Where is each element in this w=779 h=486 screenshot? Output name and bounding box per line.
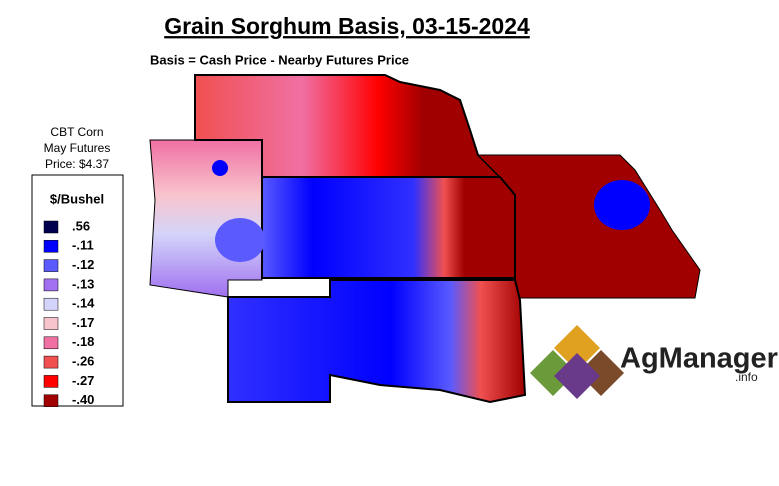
region — [212, 160, 228, 176]
subtitle: Basis = Cash Price - Nearby Futures Pric… — [150, 52, 409, 67]
futures-text: CBT Corn — [50, 125, 103, 139]
legend-label: -.40 — [72, 392, 94, 407]
legend-swatch — [43, 355, 59, 369]
legend-label: -.13 — [72, 276, 94, 291]
legend-label: -.26 — [72, 354, 94, 369]
legend-label: -.11 — [72, 238, 94, 253]
legend-label: -.27 — [72, 373, 94, 388]
logo: AgManager .info — [530, 325, 778, 399]
legend-swatch — [43, 259, 59, 272]
legend-swatch — [43, 375, 59, 388]
map — [149, 74, 701, 404]
missouri-region — [594, 180, 650, 230]
legend-swatch — [43, 220, 59, 234]
legend-title: $/Bushel — [50, 191, 104, 206]
legend-swatch — [43, 394, 59, 407]
kansas — [261, 176, 516, 279]
legend-label: -.12 — [72, 257, 94, 272]
region — [215, 218, 265, 262]
logo-suffix: .info — [735, 370, 758, 384]
legend-label: -.18 — [72, 334, 94, 349]
logo-tile — [554, 353, 600, 399]
nebraska — [194, 74, 503, 178]
futures-text: May Futures — [44, 141, 111, 155]
legend-swatch — [43, 240, 59, 253]
logo-name: AgManager — [620, 343, 778, 375]
legend-label: -.14 — [72, 296, 95, 311]
legend-label: -.17 — [72, 315, 94, 330]
legend-items: .56 -.11 -.12 -.13 -.14 -.17 -.18 -.26 -.27 -.40 — [43, 218, 95, 407]
oklahoma — [227, 279, 527, 404]
legend-label: .56 — [72, 218, 90, 233]
legend-swatch — [43, 336, 59, 350]
legend-swatch — [43, 317, 59, 330]
legend-swatch — [43, 278, 59, 292]
title: Grain Sorghum Basis, 03-15-2024 — [164, 13, 530, 39]
legend-swatch — [43, 297, 59, 311]
futures-text: Price: $4.37 — [45, 157, 109, 171]
logo-tile — [554, 325, 600, 371]
